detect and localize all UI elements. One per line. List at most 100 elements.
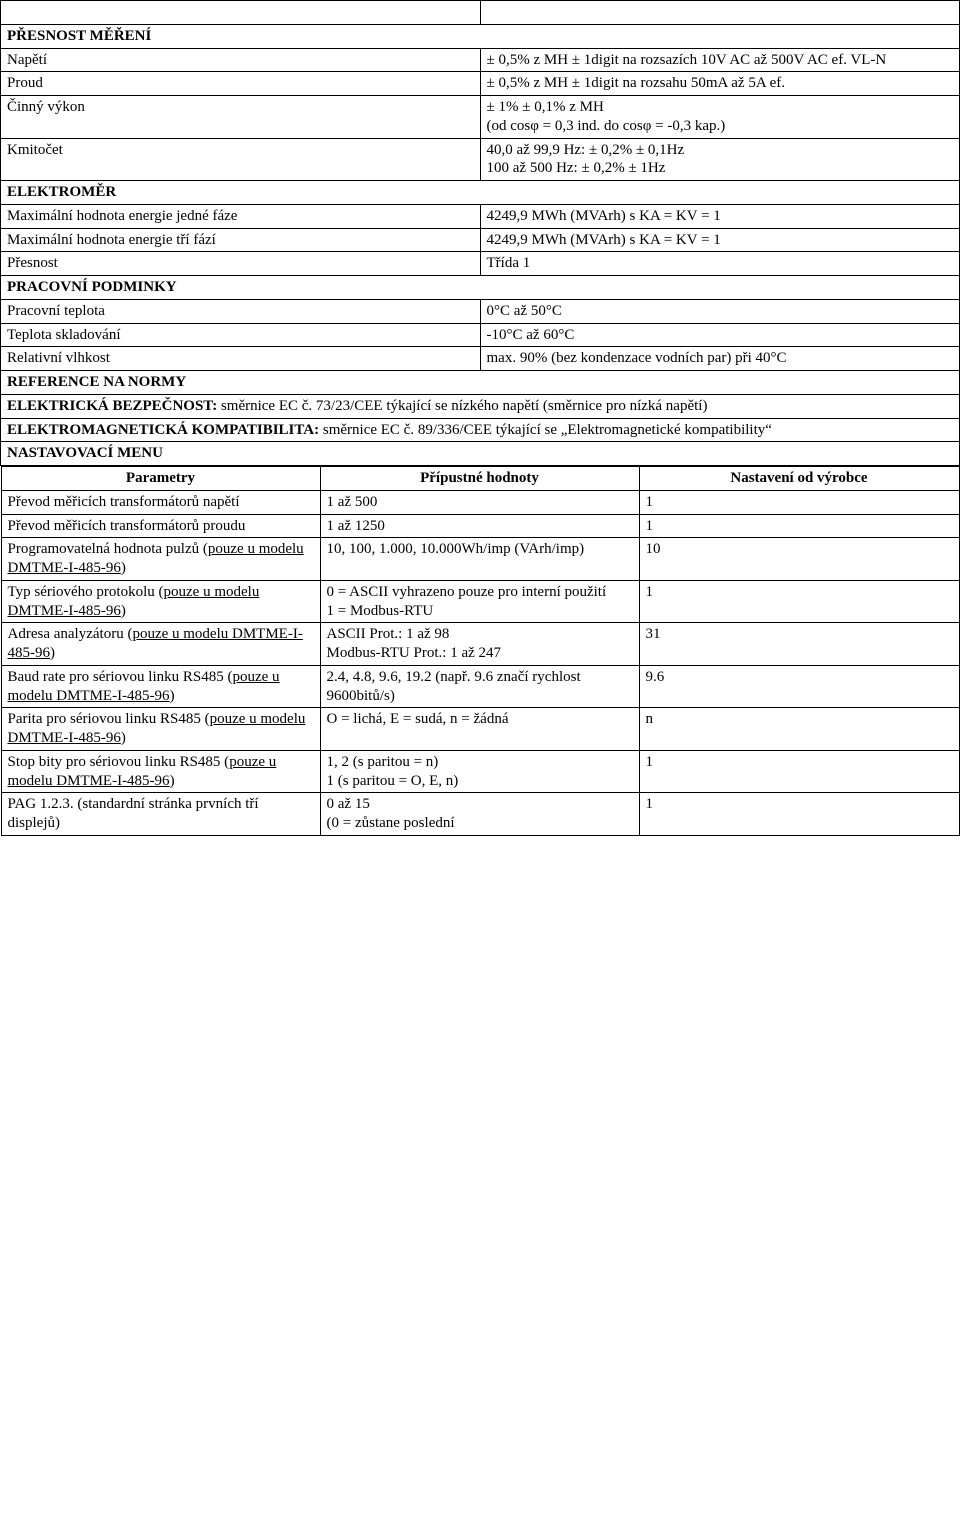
menu-header-row: Parametry Přípustné hodnoty Nastavení od… [1, 467, 959, 491]
menu-param: Typ sériového protokolu (pouze u modelu … [1, 580, 320, 623]
table-row: Kmitočet 40,0 až 99,9 Hz: ± 0,2% ± 0,1Hz… [1, 138, 960, 181]
param-label: Maximální hodnota energie tří fází [1, 228, 481, 252]
blank-cell [1, 1, 481, 25]
param-value: 4249,9 MWh (MVArh) s KA = KV = 1 [480, 204, 960, 228]
menu-default: 1 [639, 580, 959, 623]
table-row: Maximální hodnota energie jedné fáze 424… [1, 204, 960, 228]
menu-values: 1, 2 (s paritou = n)1 (s paritou = O, E,… [320, 750, 639, 793]
menu-header-param: Parametry [1, 467, 320, 491]
table-row: Činný výkon ± 1% ± 0,1% z MH(od cosφ = 0… [1, 96, 960, 139]
param-label: Maximální hodnota energie jedné fáze [1, 204, 481, 228]
section-header: PRACOVNÍ PODMINKY [1, 276, 960, 300]
param-value: ± 0,5% z MH ± 1digit na rozsahu 50mA až … [480, 72, 960, 96]
table-row: Teplota skladování -10°C až 60°C [1, 323, 960, 347]
param-label: Napětí [1, 48, 481, 72]
menu-row: Baud rate pro sériovou linku RS485 (pouz… [1, 665, 959, 708]
param-value: 40,0 až 99,9 Hz: ± 0,2% ± 0,1Hz100 až 50… [480, 138, 960, 181]
param-label: Teplota skladování [1, 323, 481, 347]
param-value: -10°C až 60°C [480, 323, 960, 347]
menu-header-default: Nastavení od výrobce [639, 467, 959, 491]
param-label: Pracovní teplota [1, 299, 481, 323]
menu-param: Adresa analyzátoru (pouze u modelu DMTME… [1, 623, 320, 666]
compliance-row-elektricka-bezpecnost: ELEKTRICKÁ BEZPEČNOST: směrnice EC č. 73… [1, 394, 960, 418]
param-value: ± 0,5% z MH ± 1digit na rozsazích 10V AC… [480, 48, 960, 72]
menu-values: ASCII Prot.: 1 až 98Modbus-RTU Prot.: 1 … [320, 623, 639, 666]
menu-param: Parita pro sériovou linku RS485 (pouze u… [1, 708, 320, 751]
param-value: ± 1% ± 0,1% z MH(od cosφ = 0,3 ind. do c… [480, 96, 960, 139]
table-row-blank [1, 1, 960, 25]
menu-default: 1 [639, 750, 959, 793]
menu-default: 1 [639, 793, 959, 836]
menu-values: 0 = ASCII vyhrazeno pouze pro interní po… [320, 580, 639, 623]
menu-param: Programovatelná hodnota pulzů (pouze u m… [1, 538, 320, 581]
menu-row: Parita pro sériovou linku RS485 (pouze u… [1, 708, 959, 751]
section-row-elektromer: ELEKTROMĚR [1, 181, 960, 205]
param-label: Proud [1, 72, 481, 96]
section-row-pracovni-podminky: PRACOVNÍ PODMINKY [1, 276, 960, 300]
menu-default: 1 [639, 490, 959, 514]
table-row: Napětí ± 0,5% z MH ± 1digit na rozsazích… [1, 48, 960, 72]
table-row: Maximální hodnota energie tří fází 4249,… [1, 228, 960, 252]
spec-table: PŘESNOST MĚŘENÍ Napětí ± 0,5% z MH ± 1di… [0, 0, 960, 836]
menu-container-cell: Parametry Přípustné hodnoty Nastavení od… [1, 466, 960, 836]
menu-default: 9.6 [639, 665, 959, 708]
menu-param-underline: pouze u modelu DMTME-I-485-96 [8, 669, 280, 704]
blank-cell [480, 1, 960, 25]
menu-values: 10, 100, 1.000, 10.000Wh/imp (VArh/imp) [320, 538, 639, 581]
menu-row: Převod měřicích transformátorů napětí1 a… [1, 490, 959, 514]
compliance-title: ELEKTRICKÁ BEZPEČNOST: [7, 398, 217, 414]
param-label: Přesnost [1, 252, 481, 276]
menu-row: Převod měřicích transformátorů proudu1 a… [1, 514, 959, 538]
menu-param: PAG 1.2.3. (standardní stránka prvních t… [1, 793, 320, 836]
menu-default: 31 [639, 623, 959, 666]
param-value: 4249,9 MWh (MVArh) s KA = KV = 1 [480, 228, 960, 252]
menu-param-underline: pouze u modelu DMTME-I-485-96 [8, 711, 306, 746]
menu-default: 1 [639, 514, 959, 538]
compliance-cell: ELEKTRICKÁ BEZPEČNOST: směrnice EC č. 73… [1, 394, 960, 418]
section-header: REFERENCE NA NORMY [1, 371, 960, 395]
section-header: ELEKTROMĚR [1, 181, 960, 205]
menu-param: Baud rate pro sériovou linku RS485 (pouz… [1, 665, 320, 708]
menu-param: Stop bity pro sériovou linku RS485 (pouz… [1, 750, 320, 793]
menu-body: Převod měřicích transformátorů napětí1 a… [1, 490, 959, 835]
menu-table: Parametry Přípustné hodnoty Nastavení od… [1, 466, 960, 836]
menu-row: Typ sériového protokolu (pouze u modelu … [1, 580, 959, 623]
table-row: Přesnost Třída 1 [1, 252, 960, 276]
section-row-nastavovaci-menu: NASTAVOVACÍ MENU [1, 442, 960, 466]
compliance-title: ELEKTROMAGNETICKÁ KOMPATIBILITA: [7, 422, 319, 438]
param-label: Kmitočet [1, 138, 481, 181]
section-header: PŘESNOST MĚŘENÍ [1, 24, 960, 48]
menu-param-underline: pouze u modelu DMTME-I-485-96 [8, 754, 277, 789]
compliance-row-emc: ELEKTROMAGNETICKÁ KOMPATIBILITA: směrnic… [1, 418, 960, 442]
table-row: Proud ± 0,5% z MH ± 1digit na rozsahu 50… [1, 72, 960, 96]
table-row: Pracovní teplota 0°C až 50°C [1, 299, 960, 323]
param-value: 0°C až 50°C [480, 299, 960, 323]
menu-values: 1 až 500 [320, 490, 639, 514]
compliance-cell: ELEKTROMAGNETICKÁ KOMPATIBILITA: směrnic… [1, 418, 960, 442]
param-value: Třída 1 [480, 252, 960, 276]
table-row: Relativní vlhkost max. 90% (bez kondenza… [1, 347, 960, 371]
menu-param: Převod měřicích transformátorů proudu [1, 514, 320, 538]
menu-row: Adresa analyzátoru (pouze u modelu DMTME… [1, 623, 959, 666]
menu-values: O = lichá, E = sudá, n = žádná [320, 708, 639, 751]
menu-header-values: Přípustné hodnoty [320, 467, 639, 491]
menu-param: Převod měřicích transformátorů napětí [1, 490, 320, 514]
menu-default: n [639, 708, 959, 751]
compliance-text: směrnice EC č. 89/336/CEE týkající se „E… [319, 422, 772, 438]
section-row-reference-na-normy: REFERENCE NA NORMY [1, 371, 960, 395]
menu-default: 10 [639, 538, 959, 581]
menu-row: Stop bity pro sériovou linku RS485 (pouz… [1, 750, 959, 793]
menu-row: PAG 1.2.3. (standardní stránka prvních t… [1, 793, 959, 836]
section-header: NASTAVOVACÍ MENU [1, 442, 960, 466]
param-label: Činný výkon [1, 96, 481, 139]
param-label: Relativní vlhkost [1, 347, 481, 371]
menu-values: 2.4, 4.8, 9.6, 19.2 (např. 9.6 značí ryc… [320, 665, 639, 708]
menu-values: 1 až 1250 [320, 514, 639, 538]
menu-container-row: Parametry Přípustné hodnoty Nastavení od… [1, 466, 960, 836]
menu-row: Programovatelná hodnota pulzů (pouze u m… [1, 538, 959, 581]
menu-param-underline: pouze u modelu DMTME-I-485-96 [8, 584, 260, 619]
menu-param-underline: pouze u modelu DMTME-I-485-96 [8, 626, 303, 661]
menu-param-underline: pouze u modelu DMTME-I-485-96 [8, 541, 304, 576]
menu-values: 0 až 15(0 = zůstane poslední [320, 793, 639, 836]
param-value: max. 90% (bez kondenzace vodních par) př… [480, 347, 960, 371]
